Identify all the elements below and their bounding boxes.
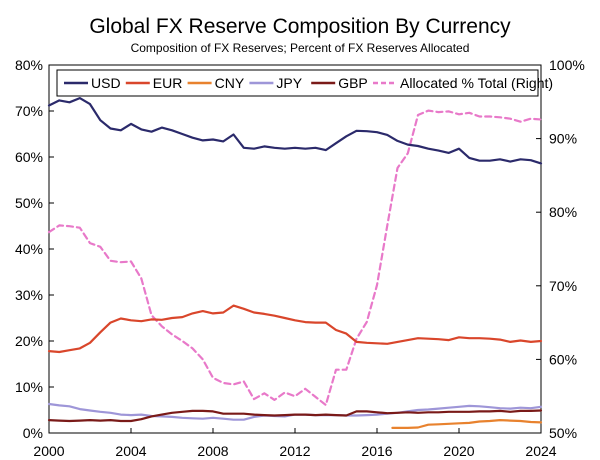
left-tick-label: 70% [15, 103, 43, 119]
chart-title: Global FX Reserve Composition By Currenc… [89, 15, 511, 38]
left-tick-label: 30% [15, 287, 43, 303]
left-tick-label: 10% [15, 379, 43, 395]
left-tick-label: 50% [15, 195, 43, 211]
x-tick-label: 2000 [33, 443, 64, 459]
left-tick-label: 0% [23, 425, 43, 441]
right-tick-label: 90% [549, 131, 577, 147]
left-tick-label: 80% [15, 57, 43, 73]
x-tick-label: 2012 [279, 443, 310, 459]
left-tick-label: 40% [15, 241, 43, 257]
plot-frame [48, 64, 542, 434]
legend-label-cny: CNY [215, 75, 245, 91]
series-line-gbp [47, 409, 543, 423]
x-tick-label: 2020 [443, 443, 474, 459]
x-tick-label: 2016 [361, 443, 392, 459]
x-tick-label: 2004 [115, 443, 146, 459]
legend: USD EUR CNY JPY GBP Allocated % Total (Right) [56, 69, 553, 97]
series-line-usd [47, 96, 543, 165]
right-tick-label: 80% [549, 204, 577, 220]
legend-label-allocated-total-right: Allocated % Total (Right) [400, 75, 553, 91]
series-line-cny [391, 419, 543, 429]
legend-label-eur: EUR [153, 75, 183, 91]
right-tick-label: 60% [549, 351, 577, 367]
right-tick-label: 70% [549, 278, 577, 294]
right-tick-label: 100% [549, 57, 585, 73]
left-tick-label: 20% [15, 333, 43, 349]
x-tick-label: 2008 [197, 443, 228, 459]
chart-subtitle: Composition of FX Reserves; Percent of F… [131, 41, 470, 55]
left-tick-label: 60% [15, 149, 43, 165]
right-tick-label: 50% [549, 425, 577, 441]
series-line-allocated-total-right [47, 109, 543, 407]
legend-label-usd: USD [91, 75, 121, 91]
series-layer [47, 96, 543, 429]
axes: 0% 10% 20% 30% 40% 50% 60% 70% 80% 50% 60% 70% 80% 90… [15, 57, 585, 459]
x-tick-label: 2024 [525, 443, 556, 459]
legend-label-jpy: JPY [276, 75, 302, 91]
series-line-eur [47, 304, 543, 354]
legend-label-gbp: GBP [338, 75, 368, 91]
